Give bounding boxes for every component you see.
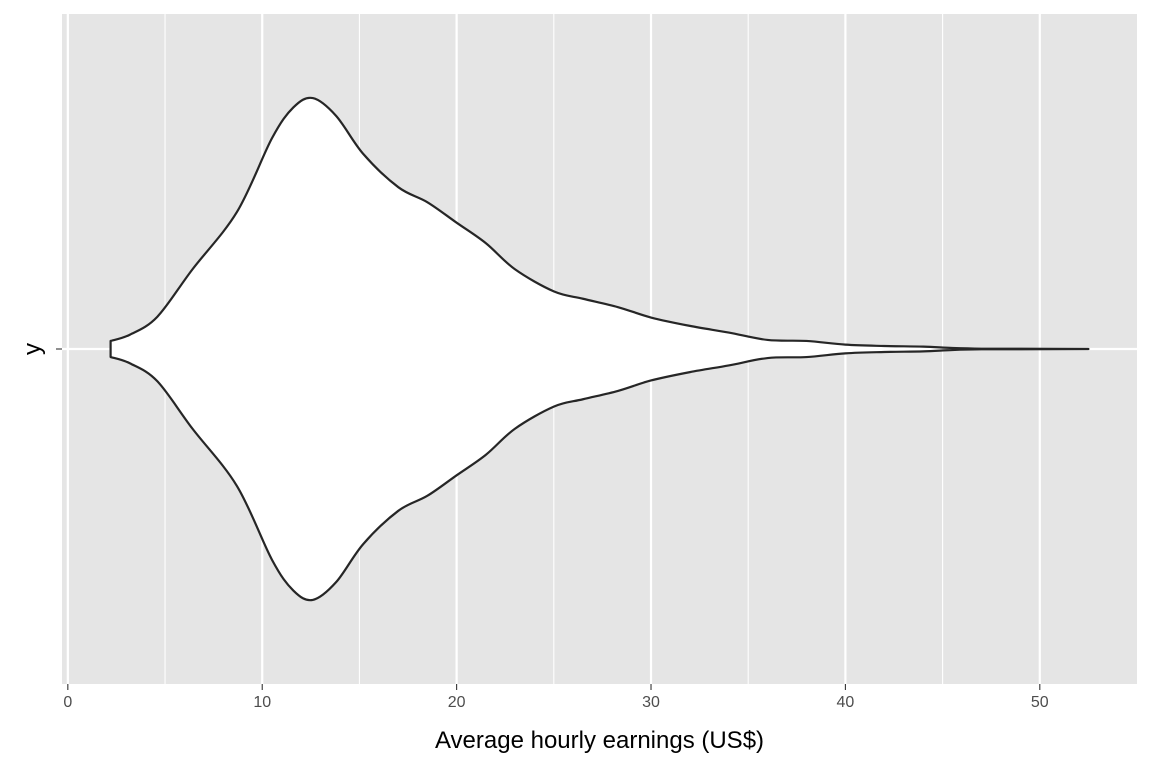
x-axis-ticks (67, 684, 1041, 690)
x-tick-label-50: 50 (1031, 694, 1049, 711)
x-axis-tick-labels: 0 10 20 30 40 50 (63, 694, 1048, 711)
x-tick-label-0: 0 (63, 694, 72, 711)
y-axis-title: y (19, 343, 46, 355)
x-tick-label-40: 40 (837, 694, 855, 711)
violin-shape (109, 96, 1090, 602)
x-axis-title: Average hourly earnings (US$) (435, 727, 764, 754)
x-tick-label-30: 30 (642, 694, 660, 711)
x-tick-label-20: 20 (448, 694, 466, 711)
x-tick-label-10: 10 (253, 694, 271, 711)
